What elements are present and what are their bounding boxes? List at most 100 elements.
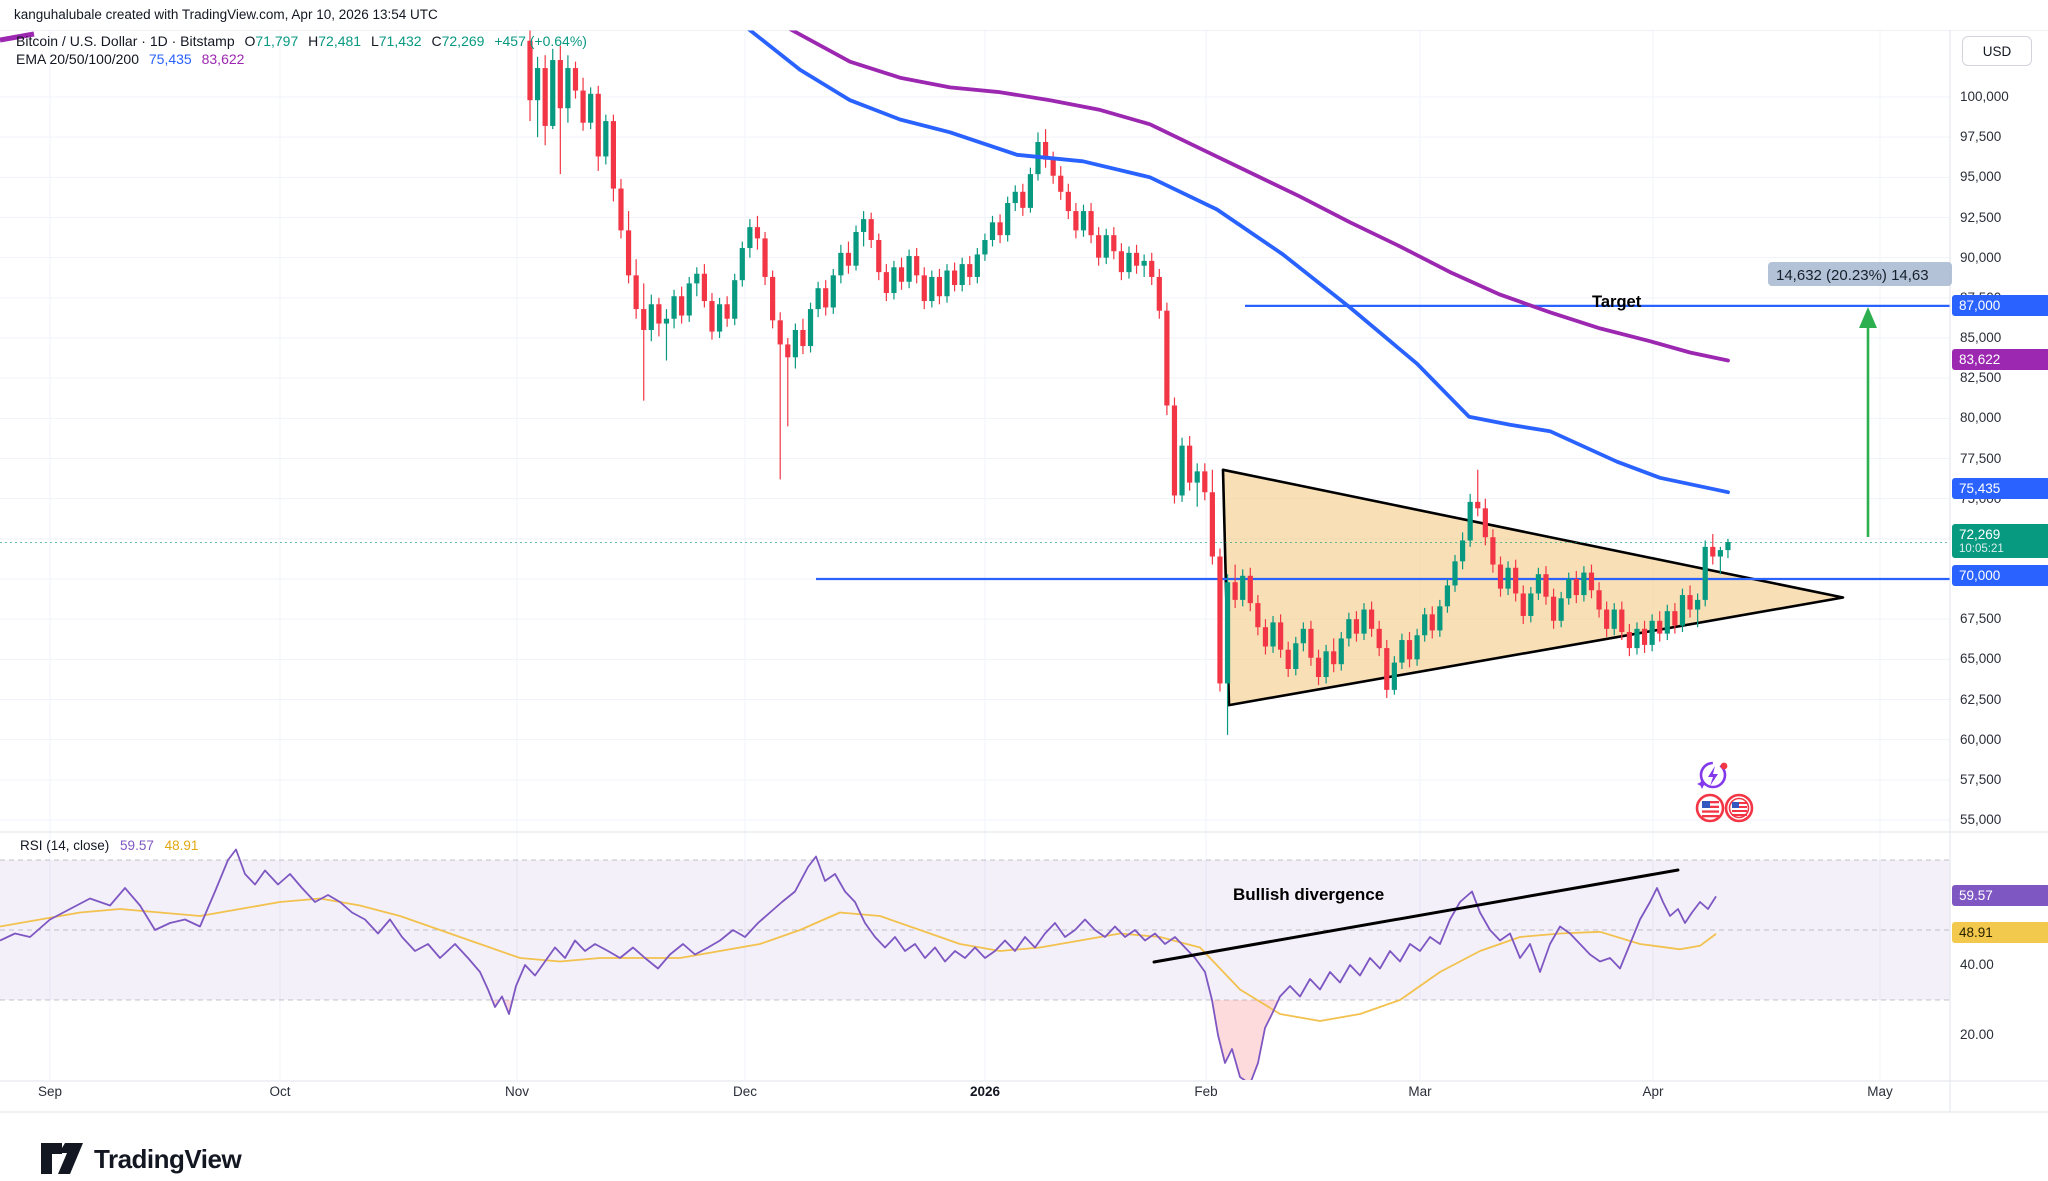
open-value: 71,797	[255, 33, 299, 49]
flag-coins-sticker-icon[interactable]	[1694, 792, 1760, 829]
candle	[1414, 635, 1420, 660]
candle	[1588, 572, 1595, 591]
candle	[1566, 579, 1572, 599]
ema-stub	[0, 31, 35, 43]
bullish-divergence-annotation[interactable]: Bullish divergence	[1233, 885, 1385, 904]
candle	[1672, 611, 1678, 626]
candle	[1255, 603, 1261, 628]
measurement-annotation[interactable]: 14,632 (20.23%) 14,63	[1768, 262, 1952, 286]
ema-blue-line[interactable]	[743, 25, 1730, 495]
time-tick-label: 2026	[969, 1084, 1001, 1099]
candle	[1361, 609, 1367, 634]
candle	[610, 121, 617, 189]
candle	[1482, 508, 1488, 538]
flash-sticker-icon[interactable]	[1695, 757, 1731, 798]
rsi-pane[interactable]	[0, 848, 1950, 1085]
candle	[1058, 175, 1064, 192]
candle	[1073, 211, 1079, 231]
candle	[1247, 575, 1253, 604]
price-tick-label: 62,500	[1960, 692, 2002, 707]
candle	[936, 276, 943, 297]
candle	[1194, 471, 1200, 483]
candle	[1027, 174, 1034, 208]
candle	[861, 219, 867, 232]
attribution-text: kanguhalubale created with TradingView.c…	[14, 7, 438, 22]
candle	[1338, 638, 1344, 665]
candle	[838, 252, 844, 276]
candle	[633, 275, 639, 310]
candle	[580, 90, 586, 123]
rsi-line[interactable]	[0, 848, 1717, 1085]
candle	[921, 275, 927, 302]
candle	[762, 238, 768, 277]
candle	[1308, 628, 1314, 658]
candle	[694, 273, 700, 284]
currency-toggle-button[interactable]: USD	[1962, 36, 2032, 66]
ema-label: EMA 20/50/100/200	[16, 51, 139, 67]
open-label: O	[244, 33, 256, 49]
candle	[959, 264, 965, 285]
candle	[1080, 211, 1087, 231]
candle	[686, 283, 692, 316]
ema-legend[interactable]: EMA 20/50/100/200 75,435 83,622	[16, 51, 250, 67]
candle	[679, 296, 685, 316]
candle	[951, 270, 958, 285]
candle	[1346, 619, 1352, 639]
candle	[565, 68, 571, 109]
rsi-tick-label: 20.00	[1960, 1027, 1994, 1042]
ema-purple-line[interactable]	[782, 25, 1730, 363]
candle	[1262, 627, 1269, 647]
time-tick-label: May	[1867, 1084, 1893, 1099]
price-pane[interactable]	[0, 17, 1952, 735]
attribution-bar: kanguhalubale created with TradingView.c…	[0, 0, 2048, 30]
rsi-legend[interactable]: RSI (14, close) 59.57 48.91	[20, 838, 205, 853]
price-badge: 48.91	[1952, 922, 2048, 943]
rsi-value: 59.57	[120, 838, 154, 853]
candle	[989, 222, 996, 240]
candle	[807, 309, 814, 347]
candle	[1641, 628, 1648, 645]
candle	[770, 276, 776, 321]
candle	[1619, 609, 1625, 633]
candle	[1573, 579, 1579, 596]
candle	[1096, 235, 1102, 258]
candle	[1581, 572, 1587, 596]
candle	[1323, 651, 1329, 678]
candle	[1209, 492, 1215, 557]
candle	[974, 254, 980, 277]
candle	[845, 252, 852, 266]
symbol-name[interactable]: Bitcoin / U.S. Dollar · 1D · Bitstamp	[16, 33, 235, 49]
rsi-tick-label: 40.00	[1960, 957, 1994, 972]
candle	[1657, 620, 1663, 634]
low-value: 71,432	[378, 33, 422, 49]
rsi-ma-line[interactable]	[0, 897, 1717, 1022]
countdown-timer: 10:05:21	[1959, 543, 2004, 555]
candle	[557, 60, 563, 109]
candle	[1558, 598, 1564, 621]
candle	[588, 93, 594, 123]
candle	[1171, 405, 1178, 496]
time-tick-label: Oct	[269, 1084, 291, 1099]
candle	[1179, 445, 1185, 496]
candle	[997, 222, 1003, 236]
price-tick-label: 77,500	[1960, 451, 2002, 466]
price-tick-label: 92,500	[1960, 210, 2002, 225]
target-annotation[interactable]: Target	[1592, 293, 1642, 311]
time-tick-label: Nov	[504, 1084, 530, 1099]
divergence-trendline[interactable]	[1152, 868, 1680, 964]
candle	[982, 239, 988, 255]
candle	[1429, 614, 1435, 631]
candle	[1725, 542, 1731, 551]
candle	[1133, 252, 1140, 266]
candle	[868, 219, 874, 240]
price-badge: 72,269 10:05:21	[1952, 524, 2048, 558]
symbol-legend[interactable]: Bitcoin / U.S. Dollar · 1D · Bitstamp O7…	[16, 33, 593, 49]
candle	[1217, 556, 1223, 684]
price-tick-label: 55,000	[1960, 812, 2002, 827]
tradingview-logo[interactable]: TradingView	[40, 1140, 242, 1178]
candle	[1550, 596, 1557, 621]
candle	[1437, 606, 1443, 631]
price-tick-label: 85,000	[1960, 330, 2002, 345]
candle	[1497, 564, 1504, 589]
